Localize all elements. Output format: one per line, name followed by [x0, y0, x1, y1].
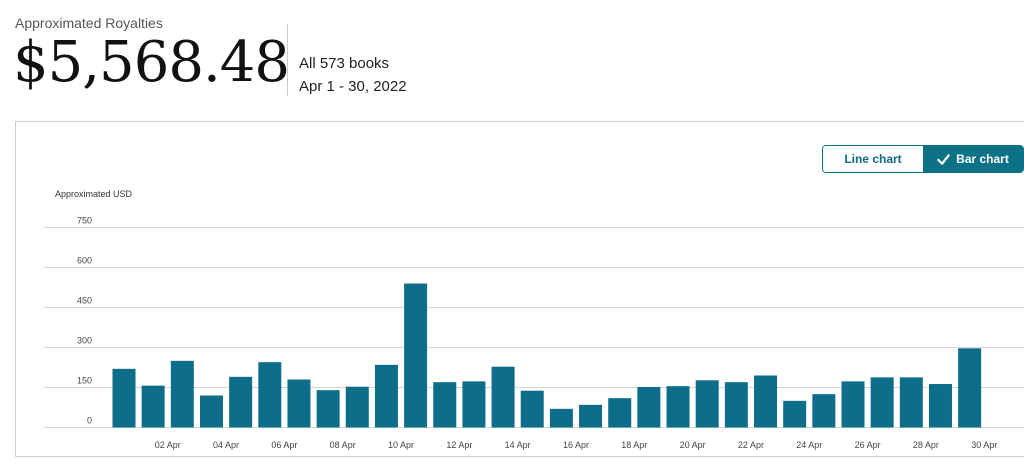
x-tick-label: 16 Apr	[563, 440, 589, 450]
bar[interactable]	[579, 404, 603, 428]
bar[interactable]	[637, 386, 661, 428]
bar[interactable]	[783, 400, 807, 428]
y-tick-label: 600	[77, 256, 92, 266]
x-tick-label: 14 Apr	[505, 440, 531, 450]
y-tick-label: 150	[77, 376, 92, 386]
bar[interactable]	[520, 390, 544, 428]
line-chart-button[interactable]: Line chart	[823, 146, 923, 172]
bar[interactable]	[345, 386, 369, 428]
header-divider	[287, 24, 288, 96]
bar[interactable]	[491, 366, 515, 428]
royalties-header: Approximated Royalties $5,568.48 All 573…	[0, 0, 1024, 118]
bar[interactable]	[870, 377, 894, 428]
x-tick-label: 12 Apr	[446, 440, 472, 450]
bar[interactable]	[754, 375, 778, 428]
x-tick-label: 24 Apr	[796, 440, 822, 450]
royalties-label: Approximated Royalties	[15, 15, 163, 31]
books-count: All 573 books	[299, 55, 390, 72]
bar[interactable]	[666, 386, 690, 428]
x-tick-label: 18 Apr	[621, 440, 647, 450]
bar-chart-button[interactable]: Bar chart	[923, 146, 1023, 172]
bar[interactable]	[549, 408, 573, 428]
bar[interactable]	[695, 380, 719, 428]
y-axis-label: Approximated USD	[55, 189, 133, 199]
bar[interactable]	[170, 360, 194, 428]
bar[interactable]	[374, 364, 398, 428]
bar-chart-button-label: Bar chart	[956, 152, 1009, 166]
y-axis-ticks: 0 150 300 450 600 750	[77, 216, 92, 426]
x-tick-label: 26 Apr	[855, 440, 881, 450]
y-tick-label: 0	[87, 416, 92, 426]
y-tick-label: 750	[77, 216, 92, 226]
bar[interactable]	[229, 376, 253, 428]
x-tick-label: 20 Apr	[680, 440, 706, 450]
bar[interactable]	[141, 385, 165, 428]
bar[interactable]	[899, 377, 923, 428]
y-tick-label: 300	[77, 336, 92, 346]
x-tick-label: 08 Apr	[330, 440, 356, 450]
x-tick-label: 30 Apr	[971, 440, 997, 450]
checkmark-icon	[937, 153, 950, 165]
line-chart-button-label: Line chart	[844, 152, 902, 166]
bar[interactable]	[958, 348, 982, 428]
bar[interactable]	[841, 381, 865, 428]
bar[interactable]	[724, 382, 748, 428]
x-tick-label: 02 Apr	[155, 440, 181, 450]
date-range: Apr 1 - 30, 2022	[299, 78, 407, 95]
bar[interactable]	[433, 382, 457, 428]
bar[interactable]	[928, 384, 952, 428]
bar[interactable]	[404, 283, 428, 428]
bar[interactable]	[199, 395, 223, 428]
x-tick-label: 10 Apr	[388, 440, 414, 450]
x-axis-ticks: 02 Apr 04 Apr 06 Apr 08 Apr 10 Apr 12 Apr 14 A…	[155, 440, 998, 450]
bar[interactable]	[258, 362, 282, 428]
royalties-amount: $5,568.48	[13, 30, 290, 95]
y-tick-label: 450	[77, 296, 92, 306]
chart-bars	[112, 283, 982, 428]
x-tick-label: 04 Apr	[213, 440, 239, 450]
x-tick-label: 22 Apr	[738, 440, 764, 450]
x-tick-label: 28 Apr	[913, 440, 939, 450]
bar[interactable]	[812, 394, 836, 428]
bar[interactable]	[608, 398, 632, 428]
bar[interactable]	[287, 379, 311, 428]
bar[interactable]	[462, 381, 486, 428]
x-tick-label: 06 Apr	[271, 440, 297, 450]
bar[interactable]	[112, 368, 136, 428]
chart-type-toggle: Line chart Bar chart	[822, 145, 1024, 173]
bar[interactable]	[316, 390, 340, 428]
